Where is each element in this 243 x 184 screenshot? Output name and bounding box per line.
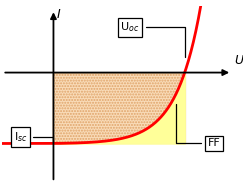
- Text: U: U: [234, 54, 243, 67]
- Text: I: I: [57, 8, 61, 21]
- Text: I$_{sc}$: I$_{sc}$: [14, 130, 53, 144]
- Text: U$_{oc}$: U$_{oc}$: [121, 21, 185, 57]
- Text: FF: FF: [175, 104, 220, 148]
